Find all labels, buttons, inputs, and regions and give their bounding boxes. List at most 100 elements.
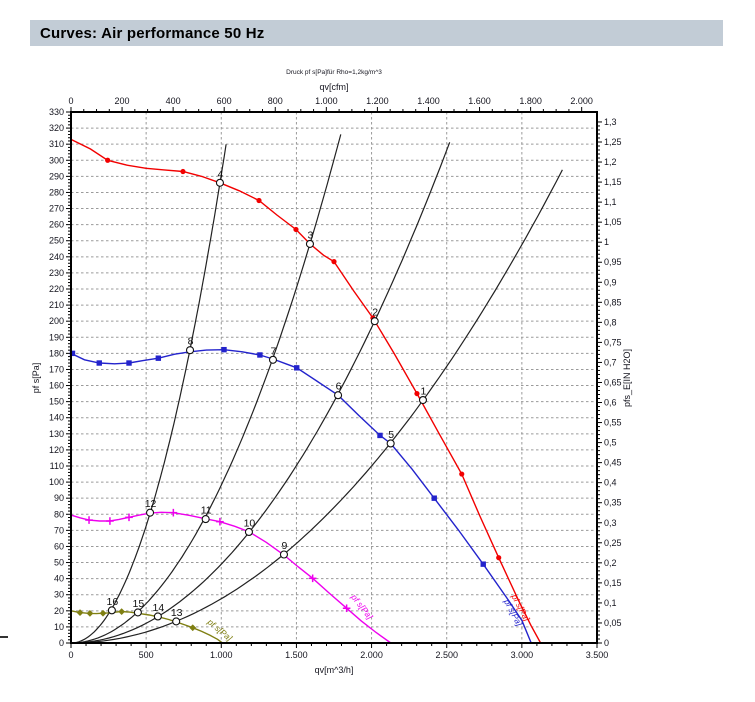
- header-bar: Curves: Air performance 50 Hz: [30, 20, 723, 46]
- svg-text:320: 320: [49, 123, 64, 133]
- operating-point-11: [201, 515, 210, 524]
- fan-curve-speed-3-line: [70, 511, 392, 644]
- svg-text:1.600: 1.600: [468, 96, 491, 106]
- left-axis-label: pf s[Pa]: [31, 363, 41, 394]
- svg-text:270: 270: [49, 204, 64, 214]
- operating-point-13: [172, 617, 181, 626]
- svg-text:230: 230: [49, 268, 64, 278]
- operating-point-label-12: 12: [145, 498, 157, 510]
- plot-border: [70, 111, 598, 644]
- svg-text:0,4: 0,4: [604, 478, 617, 488]
- operating-point-9: [279, 550, 289, 559]
- svg-text:2.000: 2.000: [570, 96, 593, 106]
- svg-text:40: 40: [54, 574, 64, 584]
- fan-curve-speed-2-line: [70, 348, 532, 644]
- operating-point-3: [305, 239, 315, 248]
- operating-point-7: [268, 355, 278, 364]
- right-axis-label: pfs_E[IN H2O]: [622, 349, 632, 407]
- grid: [71, 112, 597, 643]
- chart-title: Druck pf s[Pa]für Rho=1,2kg/m^3: [286, 69, 382, 76]
- operating-point-label-6: 6: [336, 381, 342, 393]
- operating-point-label-1: 1: [421, 386, 427, 398]
- operating-point-label-15: 15: [133, 598, 145, 610]
- operating-point-label-5: 5: [388, 429, 394, 441]
- svg-text:50: 50: [54, 558, 64, 568]
- system-curve-d: [70, 144, 227, 644]
- svg-text:240: 240: [49, 252, 64, 262]
- system-curve-b: [70, 142, 451, 644]
- svg-text:100: 100: [49, 477, 64, 487]
- svg-text:160: 160: [49, 381, 64, 391]
- svg-text:0,65: 0,65: [604, 377, 622, 387]
- system-curves: [70, 134, 563, 644]
- svg-text:0,9: 0,9: [604, 277, 617, 287]
- svg-text:0: 0: [59, 638, 64, 648]
- svg-text:0,85: 0,85: [604, 297, 622, 307]
- svg-text:90: 90: [54, 493, 64, 503]
- svg-text:1.000: 1.000: [210, 650, 233, 660]
- svg-text:260: 260: [49, 220, 64, 230]
- operating-point-8: [185, 346, 195, 355]
- svg-text:1,15: 1,15: [604, 177, 622, 187]
- svg-text:210: 210: [49, 300, 64, 310]
- svg-text:0,95: 0,95: [604, 257, 622, 267]
- fan-curve-speed-3: pf s[Pa]: [70, 508, 392, 644]
- svg-text:1,25: 1,25: [604, 137, 622, 147]
- svg-text:500: 500: [139, 650, 154, 660]
- svg-text:1.000: 1.000: [315, 96, 338, 106]
- axes: 0 500 1.000 1.500 2.000 2.500 3.000 3.500qv[m^3…: [31, 69, 632, 675]
- operating-point-14: [153, 612, 162, 621]
- svg-text:120: 120: [49, 445, 64, 455]
- svg-text:0,05: 0,05: [604, 618, 622, 628]
- operating-point-6: [334, 391, 343, 400]
- fan-curve-speed-1: pf s[Pa]: [70, 138, 542, 644]
- operating-point-label-8: 8: [188, 336, 194, 348]
- operating-point-4: [215, 178, 224, 187]
- system-curve-c: [70, 134, 342, 644]
- svg-text:2.000: 2.000: [360, 650, 383, 660]
- svg-text:290: 290: [49, 171, 64, 181]
- svg-text:130: 130: [49, 429, 64, 439]
- operating-point-16: [107, 606, 116, 615]
- svg-text:0,15: 0,15: [604, 578, 622, 588]
- system-curve-a: [70, 169, 563, 644]
- svg-text:0,8: 0,8: [604, 317, 617, 327]
- stray-dash: [0, 636, 8, 638]
- svg-text:0,75: 0,75: [604, 337, 622, 347]
- svg-text:0: 0: [68, 650, 73, 660]
- svg-text:0,55: 0,55: [604, 418, 622, 428]
- operating-point-label-11: 11: [201, 505, 212, 517]
- svg-text:200: 200: [49, 316, 64, 326]
- svg-text:0,2: 0,2: [604, 558, 617, 568]
- svg-text:3.000: 3.000: [511, 650, 534, 660]
- svg-text:1,2: 1,2: [604, 157, 617, 167]
- svg-text:170: 170: [49, 364, 64, 374]
- operating-point-5: [386, 439, 395, 448]
- svg-text:3.500: 3.500: [586, 650, 609, 660]
- fan-curve-speed-3-end-label: pf s[Pa]: [349, 591, 376, 621]
- svg-text:1.400: 1.400: [417, 96, 440, 106]
- svg-text:80: 80: [54, 509, 64, 519]
- svg-text:0,35: 0,35: [604, 498, 622, 508]
- page-title: Curves: Air performance 50 Hz: [40, 24, 265, 42]
- svg-text:310: 310: [49, 139, 64, 149]
- svg-text:10: 10: [54, 622, 64, 632]
- svg-text:0: 0: [604, 638, 609, 648]
- operating-point-1: [418, 395, 428, 405]
- operating-point-label-2: 2: [372, 307, 378, 319]
- svg-text:60: 60: [54, 541, 64, 551]
- svg-text:0,1: 0,1: [604, 598, 617, 608]
- fan-curve-speed-4-end-label: pf s[Pa]: [205, 616, 235, 643]
- fan-curve-speed-1-line: [70, 138, 542, 644]
- operating-point-label-10: 10: [244, 517, 256, 529]
- svg-text:180: 180: [49, 348, 64, 358]
- svg-text:140: 140: [49, 413, 64, 423]
- svg-text:150: 150: [49, 397, 64, 407]
- svg-text:0,5: 0,5: [604, 438, 617, 448]
- operating-point-label-3: 3: [308, 229, 314, 241]
- svg-text:1,1: 1,1: [604, 197, 617, 207]
- svg-text:20: 20: [54, 606, 64, 616]
- top-axis-label: qv[cfm]: [319, 82, 348, 92]
